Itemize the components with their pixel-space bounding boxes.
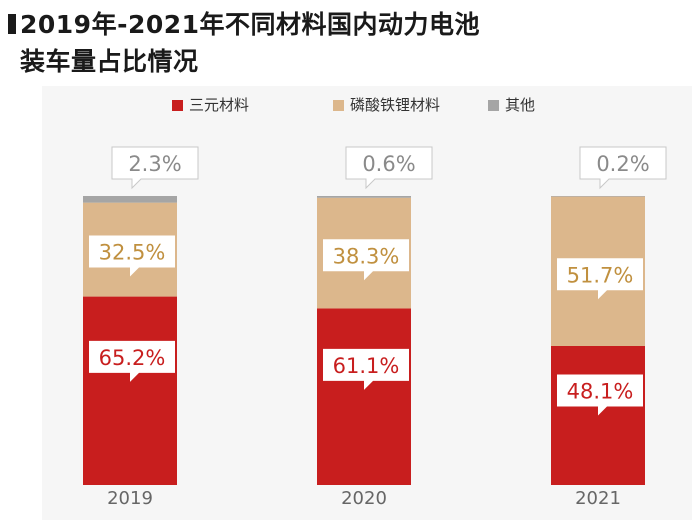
data-label-2021-series-1-box [557, 374, 643, 416]
bar-2020-series-1 [317, 308, 411, 485]
data-label-2020-series-1-box [323, 348, 409, 390]
legend-label-1: 三元材料 [189, 96, 249, 114]
x-tick-2020: 2020 [341, 488, 387, 509]
data-label-2021-series-3: 0.2% [596, 152, 649, 176]
chart-title: 2019年-2021年不同材料国内动力电池 装车量占比情况 [20, 6, 480, 80]
bar-2021-series-3 [551, 196, 645, 197]
chart-title-line-2: 装车量占比情况 [20, 47, 199, 76]
legend-swatch-2 [333, 100, 344, 111]
data-label-2019-series-3: 2.3% [128, 152, 181, 176]
bar-2019-series-3 [83, 196, 177, 203]
legend-label-2: 磷酸铁锂材料 [350, 96, 440, 114]
data-label-2020-series-2-box [323, 239, 409, 281]
legend-label-3: 其他 [505, 96, 535, 114]
data-label-2021-series-2-box [557, 258, 643, 300]
x-tick-2019: 2019 [107, 488, 153, 509]
data-label-2019-series-3-box [111, 146, 199, 190]
data-label-2020-series-2: 38.3% [333, 244, 400, 268]
data-label-2020-series-1: 61.1% [333, 354, 400, 378]
data-label-2019-series-1: 65.2% [99, 346, 166, 370]
bar-2021-series-1 [551, 345, 645, 485]
data-label-2021-series-1: 48.1% [567, 379, 634, 403]
chart-title-line-1: 2019年-2021年不同材料国内动力电池 [20, 10, 481, 39]
data-label-2019-series-2: 32.5% [99, 240, 166, 264]
data-label-2020-series-3: 0.6% [362, 152, 415, 176]
legend-swatch-3 [488, 100, 499, 111]
x-tick-2021: 2021 [575, 488, 621, 509]
bar-2020-series-3 [317, 196, 411, 198]
data-label-2021-series-2: 51.7% [567, 263, 634, 287]
data-label-2020-series-3-box [345, 146, 433, 190]
data-label-2019-series-1-box [89, 340, 175, 382]
bar-2019-series-1 [83, 296, 177, 485]
legend-swatch-1 [172, 100, 183, 111]
data-label-2019-series-2-box [89, 235, 175, 277]
title-accent-bar [8, 14, 16, 34]
data-label-2021-series-3-box [579, 146, 667, 190]
